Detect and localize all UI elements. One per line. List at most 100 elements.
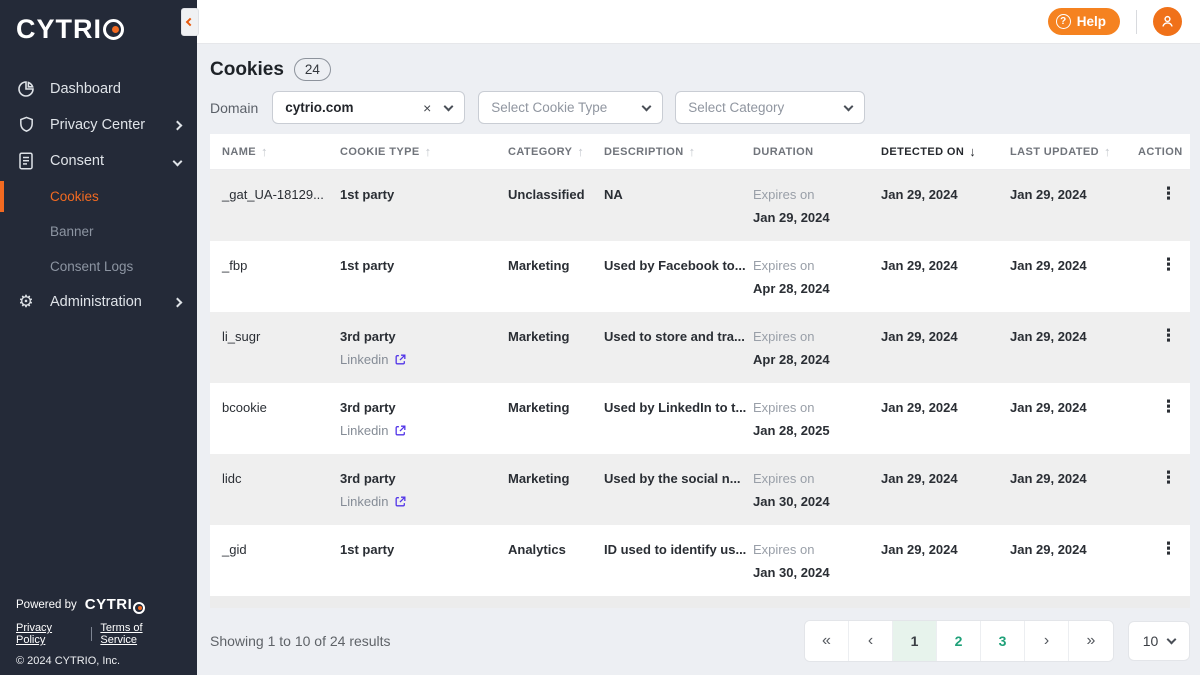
domain-label: Domain	[210, 99, 259, 116]
row-actions-kebab-button[interactable]: ⋮	[1152, 537, 1185, 562]
sort-desc-icon: ↓	[969, 144, 977, 159]
cell-last-updated: Jan 29, 2024	[1010, 400, 1087, 415]
gear-icon: ⚙	[18, 292, 34, 311]
domain-select[interactable]: cytrio.com ×	[272, 91, 466, 124]
cookies-table: NAME ↑ COOKIE TYPE ↑ CATEGORY ↑ DESCRIPTION ↑ DU…	[210, 134, 1190, 608]
last-page-button[interactable]: »	[1069, 621, 1113, 661]
cell-action: ⋮	[1138, 241, 1190, 312]
pagination: « ‹ 1 2 3 › » 10	[804, 620, 1190, 662]
sidebar: CYTRI Dashboard Privacy Center	[0, 0, 199, 675]
first-page-button[interactable]: «	[805, 621, 849, 661]
sidebar-subitem-label: Cookies	[50, 189, 99, 204]
category-select[interactable]: Select Category	[675, 91, 866, 124]
table-body: _gat_UA-18129... 1st party Unclassified …	[210, 170, 1190, 596]
partial-next-row	[210, 596, 1190, 608]
row-actions-kebab-button[interactable]: ⋮	[1152, 324, 1185, 349]
table-row: _fbp 1st party Marketing Used by Faceboo…	[210, 241, 1190, 312]
provider-link[interactable]: Linkedin	[340, 352, 508, 367]
cell-duration: Expires on Apr 28, 2024	[753, 258, 830, 296]
cell-last-updated: Jan 29, 2024	[1010, 258, 1087, 273]
cell-cookie-type: 1st party	[340, 542, 395, 557]
row-actions-kebab-button[interactable]: ⋮	[1152, 466, 1185, 491]
terms-of-service-link[interactable]: Terms of Service	[100, 622, 143, 646]
cell-last-updated: Jan 29, 2024	[1010, 471, 1087, 486]
cell-last-updated: Jan 29, 2024	[1010, 187, 1087, 202]
privacy-policy-link[interactable]: Privacy Policy	[16, 622, 53, 646]
cell-name: _gat_UA-18129...	[222, 187, 324, 202]
column-header-name[interactable]: NAME ↑	[222, 144, 340, 159]
cell-last-updated: Jan 29, 2024	[1010, 329, 1087, 344]
page-button-3[interactable]: 3	[981, 621, 1025, 661]
column-header-description[interactable]: DESCRIPTION ↑	[604, 144, 753, 159]
cell-description: Used by the social n...	[604, 471, 741, 486]
column-header-category[interactable]: CATEGORY ↑	[508, 144, 604, 159]
cell-name: _fbp	[222, 258, 248, 273]
cell-description: Used by LinkedIn to t...	[604, 400, 747, 415]
sidebar-item-privacy-center[interactable]: Privacy Center	[0, 107, 197, 143]
cell-duration: Expires on Jan 29, 2024	[753, 187, 830, 225]
chevron-down-icon	[1166, 634, 1177, 644]
table-row: lidc 3rd party Linkedin Marketing Used b…	[210, 454, 1190, 525]
cookie-count-badge: 24	[293, 58, 331, 81]
page-button-2[interactable]: 2	[937, 621, 981, 661]
provider-link[interactable]: Linkedin	[340, 423, 508, 438]
sidebar-subitem-banner[interactable]: Banner	[0, 214, 197, 249]
chevron-right-icon	[172, 120, 183, 130]
sidebar-subitem-consent-logs[interactable]: Consent Logs	[0, 249, 197, 284]
sidebar-item-consent[interactable]: Consent	[0, 143, 197, 179]
external-link-icon	[394, 495, 407, 508]
logo-text: CYTRI	[16, 14, 102, 44]
cookie-type-placeholder: Select Cookie Type	[491, 100, 608, 115]
cell-duration: Expires on Jan 28, 2025	[753, 400, 830, 438]
help-button[interactable]: ? Help	[1047, 8, 1120, 35]
category-placeholder: Select Category	[688, 100, 785, 115]
sidebar-item-dashboard[interactable]: Dashboard	[0, 71, 197, 107]
cell-description: ID used to identify us...	[604, 542, 747, 557]
cell-description: Used by Facebook to...	[604, 258, 746, 273]
sort-asc-icon: ↑	[424, 144, 432, 159]
page-size-value: 10	[1142, 633, 1159, 649]
column-label: DURATION	[753, 145, 814, 158]
cell-detected-on: Jan 29, 2024	[881, 471, 958, 486]
sidebar-collapse-button[interactable]	[181, 8, 199, 36]
column-label: COOKIE TYPE	[340, 145, 420, 158]
provider-link[interactable]: Linkedin	[340, 494, 508, 509]
column-label: CATEGORY	[508, 145, 573, 158]
table-header-row: NAME ↑ COOKIE TYPE ↑ CATEGORY ↑ DESCRIPTION ↑ DU…	[210, 134, 1190, 170]
cell-name: _gid	[222, 542, 247, 557]
collapse-left-icon	[185, 17, 195, 27]
column-header-detected-on[interactable]: DETECTED ON ↓	[881, 144, 1010, 159]
cell-detected-on: Jan 29, 2024	[881, 329, 958, 344]
cell-action: ⋮	[1138, 454, 1190, 525]
cell-cookie-type: 1st party	[340, 187, 395, 202]
topbar-divider	[1136, 9, 1137, 34]
logo-o-icon	[103, 19, 124, 40]
cookie-type-select[interactable]: Select Cookie Type	[478, 91, 664, 124]
page-size-select[interactable]: 10	[1128, 621, 1190, 661]
column-label: DESCRIPTION	[604, 145, 684, 158]
row-actions-kebab-button[interactable]: ⋮	[1152, 253, 1185, 278]
table-row: bcookie 3rd party Linkedin Marketing Use…	[210, 383, 1190, 454]
help-label: Help	[1076, 14, 1106, 29]
sidebar-nav: Dashboard Privacy Center Consent Cookies	[0, 71, 197, 320]
clear-domain-icon[interactable]: ×	[423, 99, 432, 116]
topbar: ? Help	[197, 0, 1200, 44]
sidebar-item-administration[interactable]: ⚙ Administration	[0, 284, 197, 320]
user-avatar[interactable]	[1153, 7, 1182, 36]
cell-name: li_sugr	[222, 329, 261, 344]
sidebar-subitem-cookies[interactable]: Cookies	[0, 179, 197, 214]
page-title: Cookies	[210, 58, 284, 80]
column-header-duration: DURATION	[753, 146, 881, 158]
column-header-last-updated[interactable]: LAST UPDATED ↑	[1010, 144, 1138, 159]
page-button-1[interactable]: 1	[893, 621, 937, 661]
cell-action: ⋮	[1138, 170, 1190, 241]
row-actions-kebab-button[interactable]: ⋮	[1152, 182, 1185, 207]
chevron-down-icon	[641, 101, 652, 111]
row-actions-kebab-button[interactable]: ⋮	[1152, 395, 1185, 420]
prev-page-button[interactable]: ‹	[849, 621, 893, 661]
cell-detected-on: Jan 29, 2024	[881, 400, 958, 415]
cell-name: bcookie	[222, 400, 267, 415]
column-header-cookie-type[interactable]: COOKIE TYPE ↑	[340, 144, 508, 159]
cell-category: Marketing	[508, 400, 570, 415]
next-page-button[interactable]: ›	[1025, 621, 1069, 661]
